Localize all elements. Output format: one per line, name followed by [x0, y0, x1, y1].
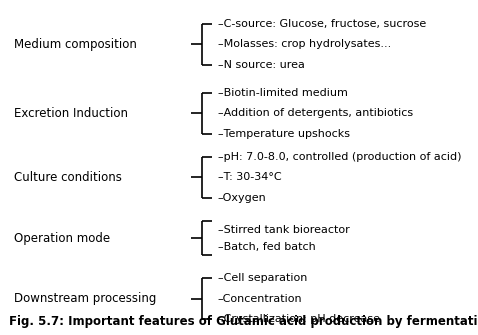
Text: –C-source: Glucose, fructose, sucrose: –C-source: Glucose, fructose, sucrose	[218, 19, 426, 29]
Text: –Biotin-limited medium: –Biotin-limited medium	[218, 88, 348, 98]
Text: –Stirred tank bioreactor: –Stirred tank bioreactor	[218, 224, 350, 234]
Text: Operation mode: Operation mode	[14, 231, 110, 245]
Text: –Oxygen: –Oxygen	[218, 193, 267, 203]
Text: –N source: urea: –N source: urea	[218, 60, 305, 70]
Text: –pH: 7.0-8.0, controlled (production of acid): –pH: 7.0-8.0, controlled (production of …	[218, 152, 461, 162]
Text: Culture conditions: Culture conditions	[14, 171, 122, 184]
Text: –Crystallization: pH decrease: –Crystallization: pH decrease	[218, 314, 380, 324]
Text: –Cell separation: –Cell separation	[218, 273, 307, 283]
Text: Fig. 5.7: Important features of Glutamic acid production by fermentation: Fig. 5.7: Important features of Glutamic…	[10, 315, 478, 328]
Text: Excretion Induction: Excretion Induction	[14, 107, 128, 120]
Text: –Batch, fed batch: –Batch, fed batch	[218, 242, 315, 252]
Text: –Concentration: –Concentration	[218, 294, 303, 304]
Text: –Temperature upshocks: –Temperature upshocks	[218, 129, 350, 139]
Text: –Molasses: crop hydrolysates...: –Molasses: crop hydrolysates...	[218, 40, 391, 49]
Text: Medium composition: Medium composition	[14, 38, 137, 51]
Text: –T: 30-34°C: –T: 30-34°C	[218, 172, 282, 182]
Text: Downstream processing: Downstream processing	[14, 292, 156, 305]
Text: –Addition of detergents, antibiotics: –Addition of detergents, antibiotics	[218, 108, 413, 118]
